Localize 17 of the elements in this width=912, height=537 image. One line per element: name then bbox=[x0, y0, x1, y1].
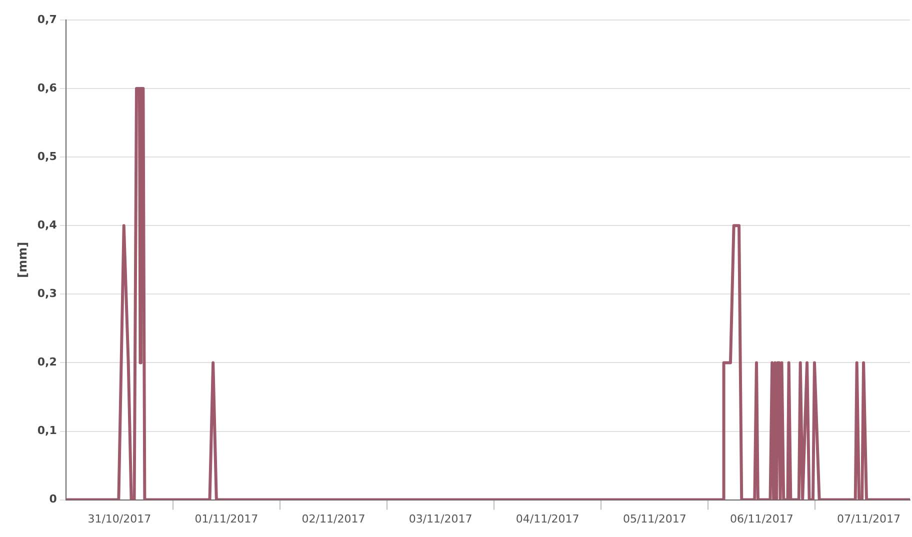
x-tick-label: 07/11/2017 bbox=[837, 512, 900, 526]
y-tick-label: 0,7 bbox=[37, 12, 57, 26]
x-tick-label: 01/11/2017 bbox=[194, 512, 258, 526]
y-tick-label: 0,5 bbox=[37, 150, 57, 163]
y-axis-title: [mm] bbox=[15, 242, 30, 278]
y-tick-label: 0,6 bbox=[37, 81, 58, 94]
x-tick-label: 04/11/2017 bbox=[516, 512, 580, 526]
y-tick-label: 0,4 bbox=[37, 218, 58, 232]
x-tick-label: 03/11/2017 bbox=[408, 512, 472, 526]
y-tick-label: 0,3 bbox=[37, 287, 57, 300]
x-tick-label: 31/10/2017 bbox=[88, 512, 152, 526]
x-tick-label: 02/11/2017 bbox=[302, 512, 366, 526]
x-tick-label: 06/11/2017 bbox=[730, 512, 794, 526]
y-tick-label: 0 bbox=[49, 492, 58, 506]
y-tick-label: 0,1 bbox=[37, 424, 57, 438]
x-tick-label: 05/11/2017 bbox=[622, 512, 686, 526]
y-tick-label: 0,2 bbox=[37, 356, 57, 369]
